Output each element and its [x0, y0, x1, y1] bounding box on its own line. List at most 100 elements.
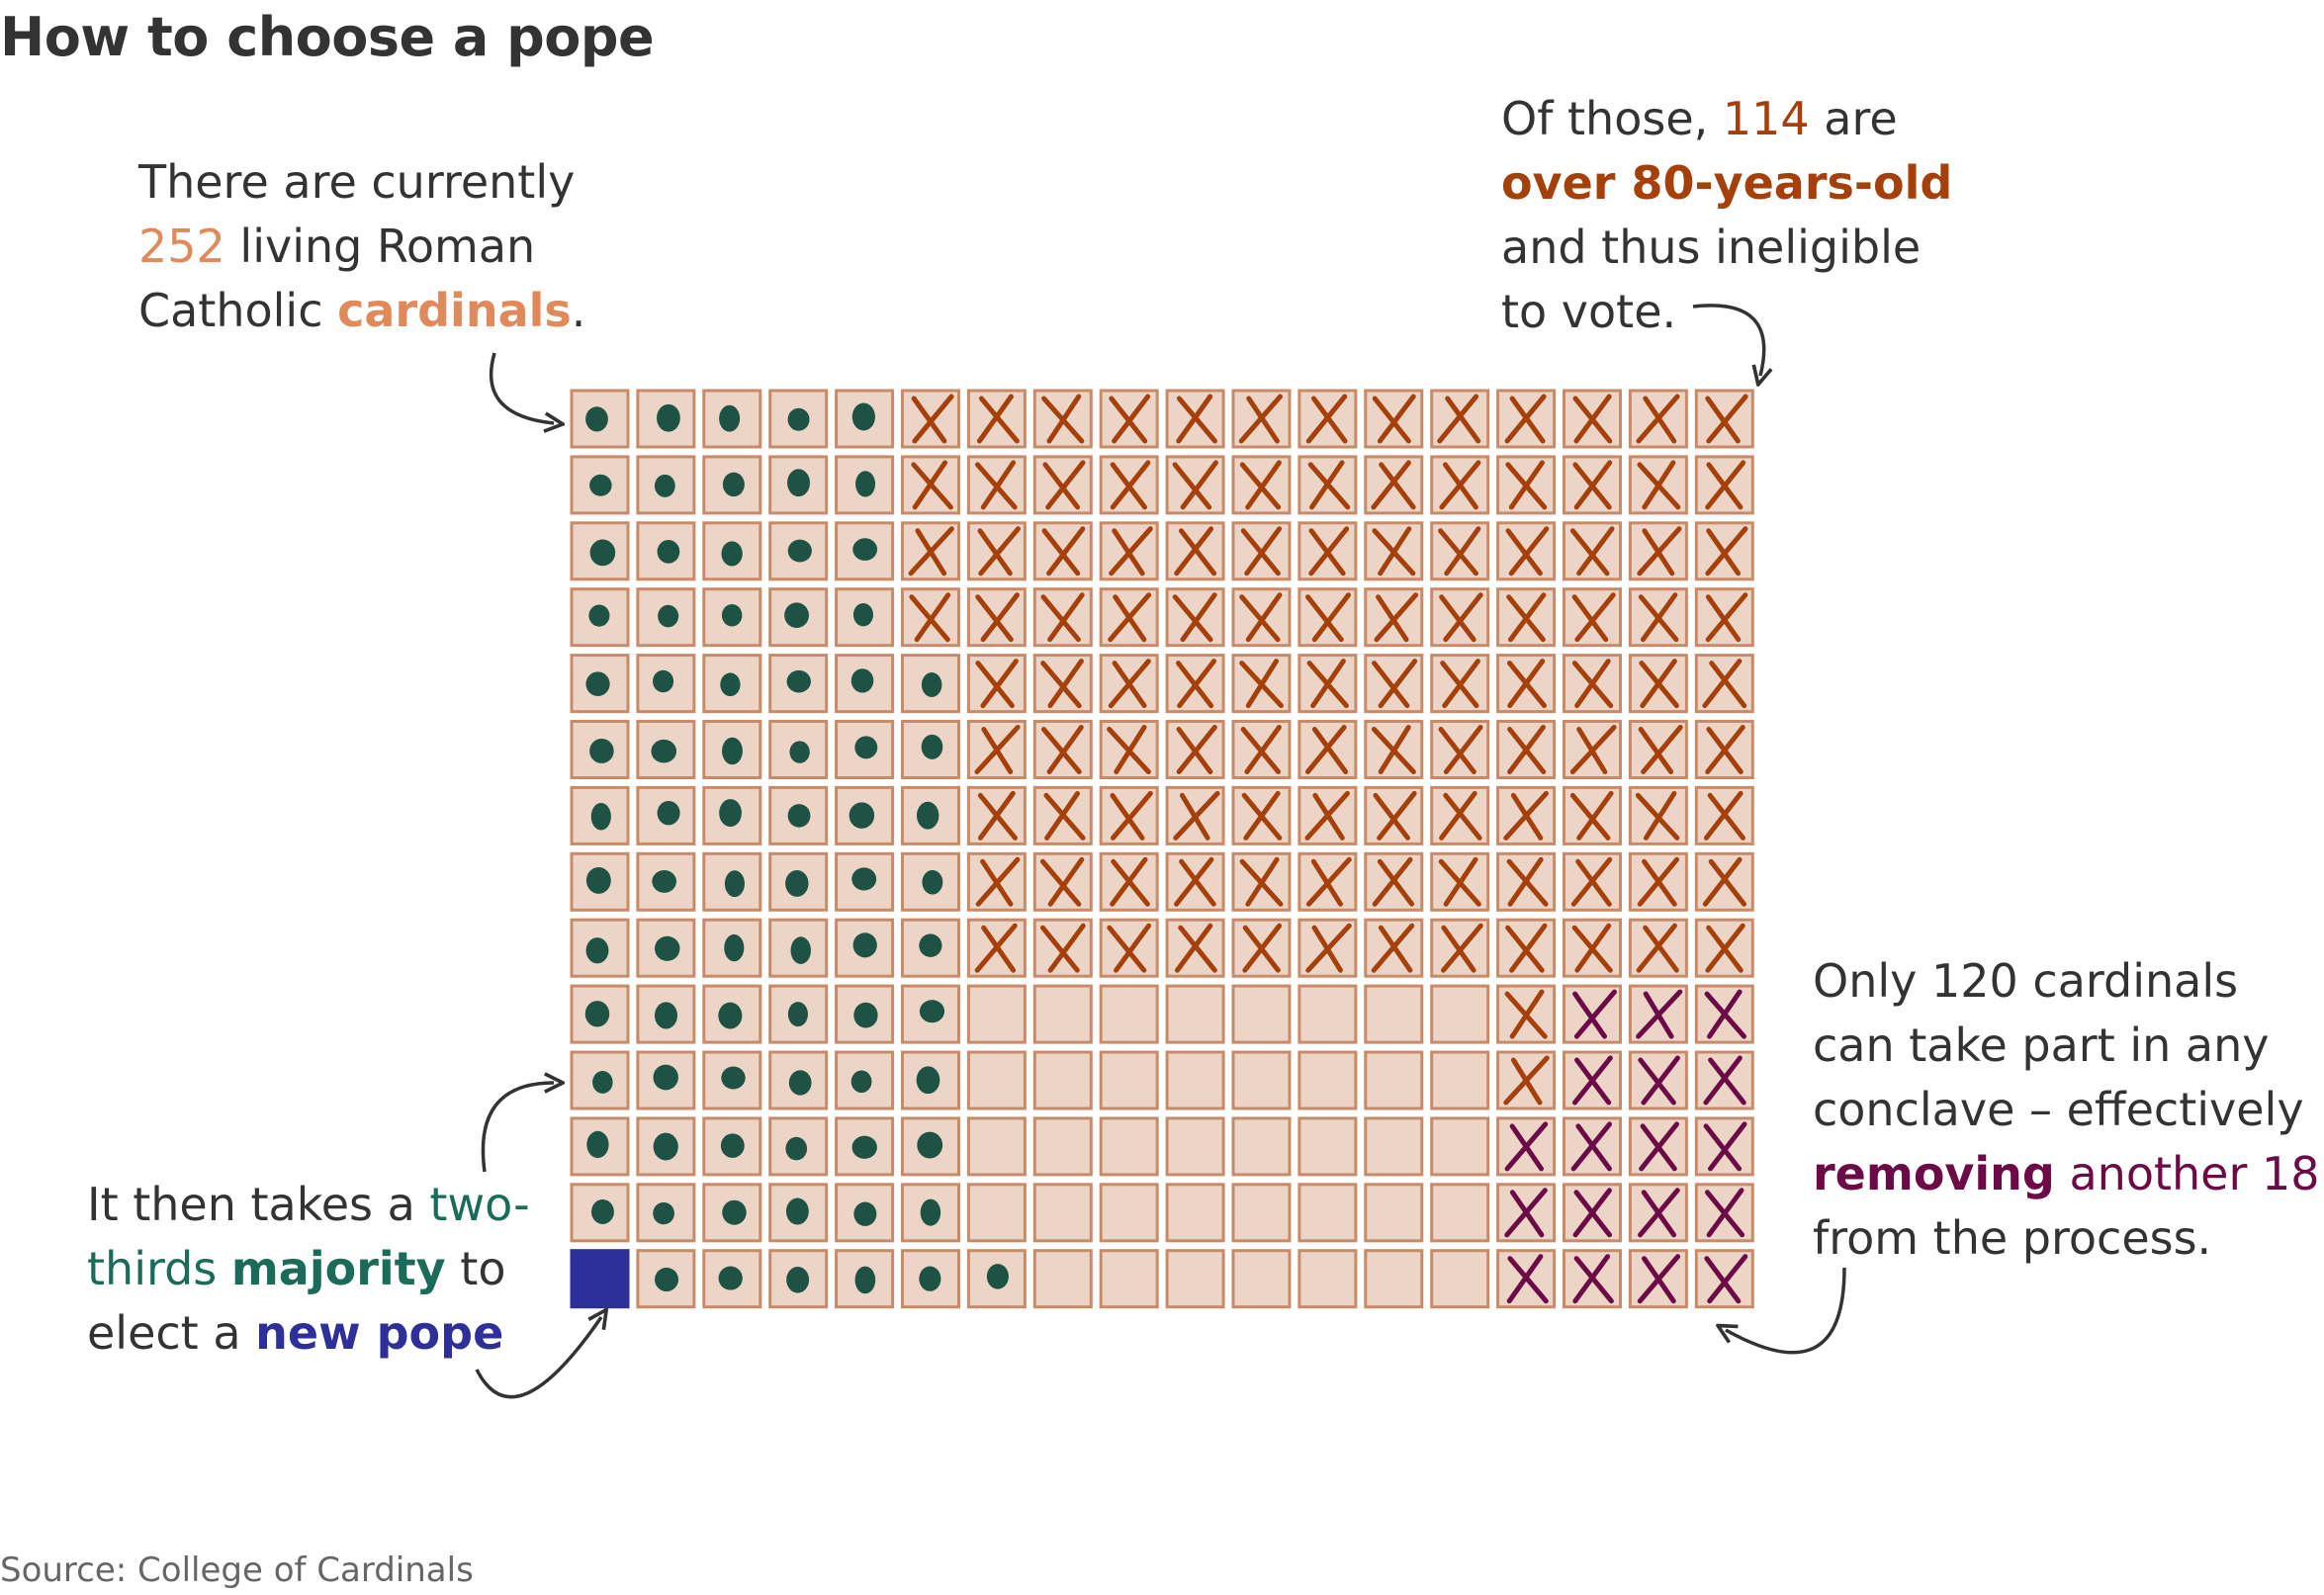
ballot-dot-mark	[652, 869, 676, 893]
ballot-dot-mark	[589, 474, 612, 496]
waffle-cell-empty	[1165, 1050, 1225, 1110]
ballot-x-mark	[1505, 460, 1548, 510]
ballot-x-mark	[1703, 790, 1745, 841]
ballot-dot-mark	[787, 1002, 808, 1027]
waffle-cell-dot	[768, 1249, 829, 1309]
ballot-x-mark	[1239, 592, 1283, 643]
ballot-dot-mark	[854, 1266, 876, 1294]
ballot-dot-mark	[722, 737, 743, 765]
ballot-dot-mark	[855, 471, 876, 497]
ballot-x-mark	[1373, 790, 1417, 841]
ballot-x-mark	[1372, 659, 1418, 709]
waffle-cell-empty	[1297, 1116, 1358, 1177]
waffle-cell-empty	[1099, 1050, 1159, 1110]
ballot-x-mark	[908, 526, 954, 576]
ballot-x-mark	[1505, 526, 1550, 576]
ballot-x-mark	[1109, 394, 1151, 444]
ballot-dot-mark	[721, 604, 743, 627]
ballot-dot-mark	[787, 539, 812, 563]
waffle-cell-empty	[1297, 1050, 1358, 1110]
ballot-x-mark	[1507, 725, 1547, 774]
ballot-x-mark	[1703, 1121, 1747, 1172]
ballot-x-mark	[1571, 592, 1616, 643]
ballot-x-mark	[1437, 394, 1481, 444]
ballot-x-mark	[1371, 725, 1416, 774]
ballot-dot-mark	[788, 1070, 812, 1096]
ballot-x-mark	[1636, 923, 1679, 973]
waffle-cell-empty	[1297, 1249, 1358, 1309]
waffle-cell-dot	[702, 455, 762, 515]
ballot-x-mark	[1504, 1188, 1548, 1238]
ballot-x-mark	[974, 923, 1018, 973]
ballot-dot-mark	[853, 1002, 878, 1028]
ballot-x-mark	[975, 659, 1019, 709]
ballot-dot-mark	[786, 669, 811, 693]
waffle-cell-empty	[1430, 1249, 1490, 1309]
ballot-x-mark	[1176, 394, 1218, 444]
ballot-x-mark	[1109, 526, 1153, 576]
ballot-dot-mark	[653, 1201, 674, 1225]
waffle-cell-empty	[1099, 1249, 1159, 1309]
ballot-dot-mark	[653, 1064, 678, 1091]
ballot-x-mark	[1705, 592, 1748, 643]
ballot-dot-mark	[849, 802, 875, 829]
ballot-x-mark	[975, 592, 1020, 643]
ballot-x-mark	[1439, 460, 1481, 510]
ballot-x-mark	[1638, 1055, 1680, 1106]
waffle-cell-empty	[966, 1116, 1027, 1177]
arrow-majority-down	[475, 1317, 601, 1399]
waffle-cell-dot	[835, 720, 895, 779]
ballot-x-mark	[1572, 460, 1613, 510]
ballot-x-mark	[911, 394, 954, 444]
ballot-dot-mark	[850, 1070, 872, 1094]
ballot-dot-mark	[585, 671, 610, 696]
waffle-cell-x	[966, 785, 1027, 845]
ballot-dot-mark	[851, 867, 877, 891]
waffle-cell-dot	[901, 785, 960, 845]
ballot-dot-mark	[724, 870, 745, 898]
ballot-x-mark	[1572, 1254, 1614, 1304]
ballot-x-mark	[1174, 856, 1216, 907]
ballot-x-mark	[1571, 1055, 1613, 1106]
ballot-x-mark	[1239, 856, 1284, 907]
ballot-dot-mark	[919, 1000, 945, 1023]
ballot-x-mark	[1504, 989, 1548, 1039]
ballot-dot-mark	[853, 1201, 877, 1226]
ballot-x-mark	[1571, 659, 1614, 709]
ballot-dot-mark	[919, 933, 942, 957]
ballot-x-mark	[1040, 592, 1085, 643]
ballot-x-mark	[1638, 725, 1683, 774]
ballot-x-mark	[1636, 394, 1680, 444]
ballot-dot-mark	[916, 1066, 940, 1095]
waffle-cell-empty	[1297, 1183, 1358, 1243]
waffle-cell-x	[1099, 785, 1159, 845]
ballot-dot-mark	[922, 869, 943, 895]
ballot-dot-mark	[590, 802, 611, 831]
ballot-dot-mark	[722, 472, 745, 497]
ballot-x-mark	[1638, 1188, 1680, 1238]
ballot-x-mark	[1569, 725, 1617, 774]
ballot-x-mark	[1107, 923, 1152, 973]
page-title: How to choose a pope	[0, 6, 655, 68]
waffle-cell-empty	[1099, 1183, 1159, 1243]
ballot-x-mark	[1308, 526, 1350, 576]
ballot-dot-mark	[852, 932, 877, 958]
ballot-dot-mark	[854, 736, 878, 759]
ballot-dot-mark	[592, 1071, 613, 1094]
ballot-x-mark	[1108, 592, 1152, 643]
ballot-x-mark	[1372, 394, 1416, 444]
ballot-dot-mark	[721, 1066, 746, 1090]
waffle-cell-empty	[1032, 1050, 1093, 1110]
waffle-cell-empty	[1231, 1116, 1292, 1177]
ballot-dot-mark	[590, 1198, 614, 1224]
ballot-dot-mark	[921, 734, 943, 759]
ballot-dot-mark	[654, 474, 675, 497]
ballot-dot-mark	[589, 738, 614, 763]
ballot-x-mark	[1041, 526, 1086, 576]
ballot-dot-mark	[784, 602, 809, 629]
ballot-x-mark	[1705, 923, 1745, 973]
ballot-dot-mark	[586, 1130, 609, 1159]
ballot-x-mark	[1438, 856, 1481, 907]
ballot-dot-mark	[986, 1264, 1009, 1289]
ballot-x-mark	[974, 725, 1021, 774]
